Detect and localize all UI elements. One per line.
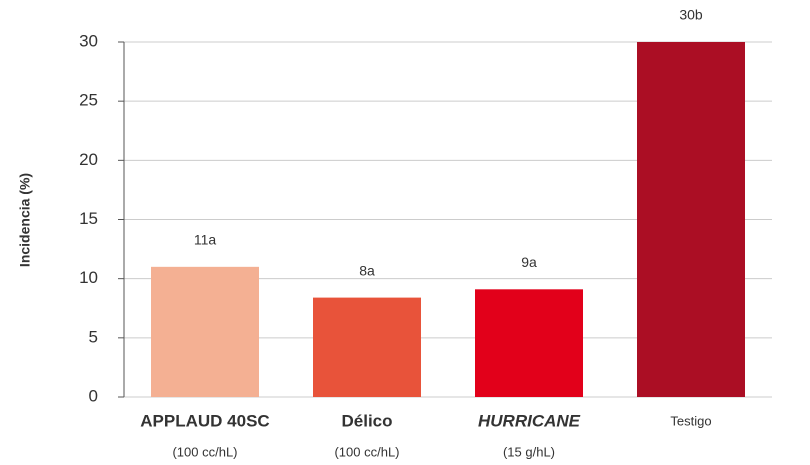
- y-tick-label: 25: [79, 91, 98, 110]
- dose-label: (15 g/hL): [503, 444, 555, 459]
- value-label: 30b: [679, 7, 703, 23]
- y-axis-label: Incidencia (%): [17, 173, 33, 267]
- x-tick-label: HURRICANE: [478, 411, 581, 430]
- x-tick-label: Délico: [341, 411, 392, 430]
- bar: [637, 42, 745, 397]
- bar: [475, 289, 583, 397]
- y-tick-label: 10: [79, 268, 98, 287]
- dose-label: (100 cc/hL): [172, 444, 237, 459]
- x-tick-label: Testigo: [670, 413, 711, 428]
- value-label: 11a: [194, 232, 217, 248]
- y-tick-label: 15: [79, 209, 98, 228]
- y-tick-label: 30: [79, 31, 98, 50]
- value-label: 9a: [521, 254, 537, 270]
- bar: [151, 266, 259, 397]
- bar: [313, 297, 421, 397]
- y-tick-label: 5: [89, 327, 98, 346]
- x-tick-label: APPLAUD 40SC: [140, 411, 269, 430]
- y-tick-label: 0: [89, 386, 98, 405]
- dose-label: (100 cc/hL): [334, 444, 399, 459]
- y-tick-label: 20: [79, 150, 98, 169]
- value-label: 8a: [359, 262, 375, 278]
